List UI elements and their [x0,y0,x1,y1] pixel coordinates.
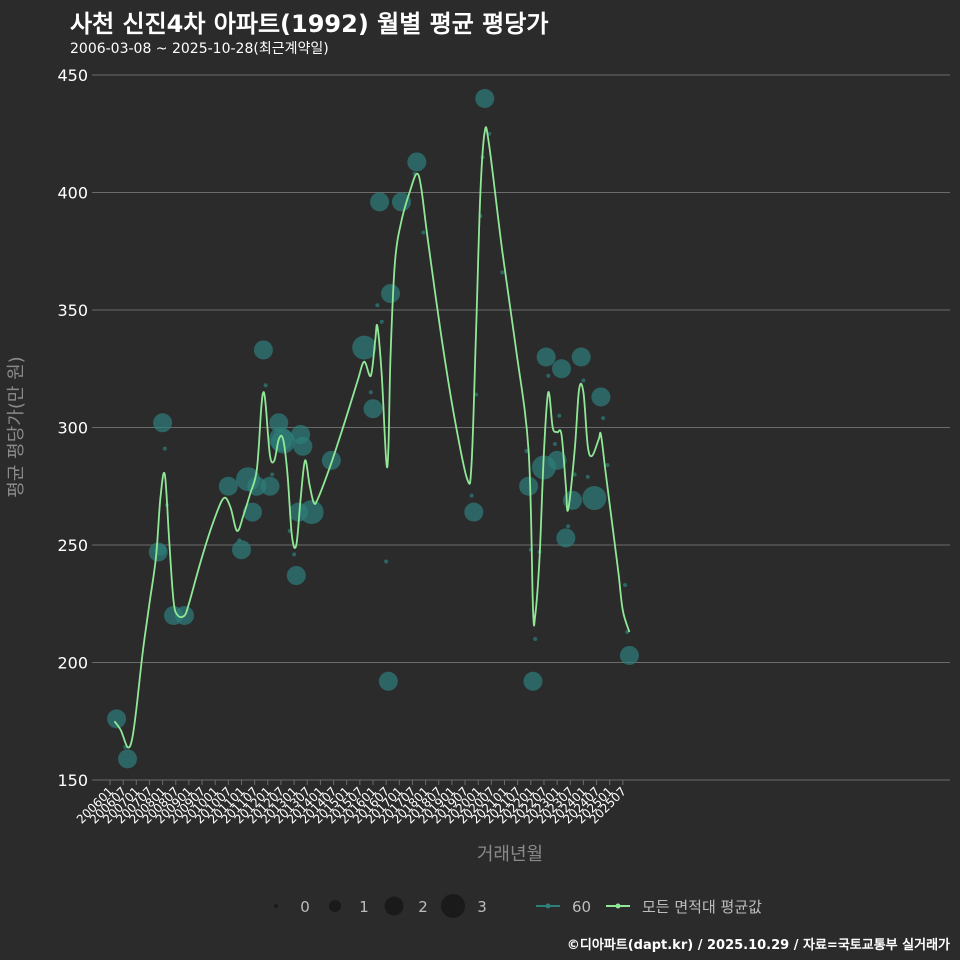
data-point [591,387,611,407]
data-point [352,335,377,360]
data-point [536,347,556,367]
data-point [500,270,505,275]
data-point [162,446,167,451]
data-point [379,319,384,324]
x-axis-title: 거래년월 [477,844,543,865]
data-point [566,524,571,529]
data-point [153,413,173,433]
data-point [585,474,590,479]
y-tick-label: 400 [57,184,88,203]
data-point [556,528,576,548]
data-point [572,472,577,477]
data-point [581,378,586,383]
data-point [286,566,306,586]
data-point [623,582,628,587]
y-axis: 150 200 250 300 350 400 450 [57,66,97,790]
data-point [384,559,389,564]
y-axis-title: 평균 평당가(만 원) [6,356,27,497]
x-axis: 2006012006072007012007072008012008072009… [74,780,629,827]
source-footer: ©디아파트(dapt.kr) / 2025.10.29 / 자료=국토교통부 실… [566,938,950,953]
data-point [523,671,543,691]
data-point [557,413,562,418]
data-point [464,502,484,522]
legend-average-marker [615,903,621,909]
data-point [368,390,373,395]
data-point [253,340,273,360]
legend-size-marker [274,904,278,908]
data-point [391,192,411,212]
legend-size-label: 0 [300,898,310,916]
y-tick-label: 200 [57,654,88,673]
data-point [407,152,427,172]
data-point [293,436,313,456]
data-point [571,347,591,367]
legend-series-label: 60 [572,898,591,916]
legend-size-label: 1 [359,898,369,916]
legend-size-marker [441,894,465,918]
data-point [218,476,238,496]
scatter-points [107,89,639,769]
data-point [242,502,262,522]
y-tick-label: 350 [57,301,88,320]
data-point [547,450,567,470]
data-point [299,500,324,525]
data-point [263,383,268,388]
data-point [381,284,401,304]
data-point [469,493,474,498]
legend-average-label: 모든 면적대 평균값 [642,898,762,916]
data-point [533,637,538,641]
chart-subtitle: 2006-03-08 ~ 2025-10-28(최근계약일) [70,41,329,57]
data-point [519,476,539,496]
y-tick-label: 150 [57,771,88,790]
data-point [551,359,571,379]
legend-series-marker [545,903,551,909]
data-point [370,192,390,212]
data-point [421,230,426,235]
legend-size-label: 2 [418,898,428,916]
y-tick-label: 450 [57,66,88,85]
data-point [546,373,551,378]
chart-title: 사천 신진4차 아파트(1992) 월별 평균 평당가 [70,10,549,38]
data-point [582,486,607,510]
average-line [113,126,631,749]
y-tick-label: 300 [57,419,88,438]
data-point [247,476,267,496]
legend: 0 1 2 3 60 모든 면적대 평균값 [274,894,762,918]
series-lines [113,126,631,749]
data-point [378,671,398,691]
data-point [363,399,383,419]
data-point [118,749,138,769]
data-point [605,463,610,468]
data-point [375,303,380,308]
data-point [107,709,127,729]
legend-size-marker [329,900,341,912]
data-point [619,645,639,665]
data-point [270,472,275,477]
data-point [475,89,495,108]
data-point [260,476,280,496]
y-tick-label: 250 [57,536,88,555]
data-point [601,416,606,421]
legend-size-label: 3 [477,898,487,916]
data-point [232,540,251,560]
data-point [292,552,297,557]
grid-lines [97,74,950,781]
data-point [524,449,529,453]
data-point [552,441,557,446]
legend-size-marker [384,896,404,916]
